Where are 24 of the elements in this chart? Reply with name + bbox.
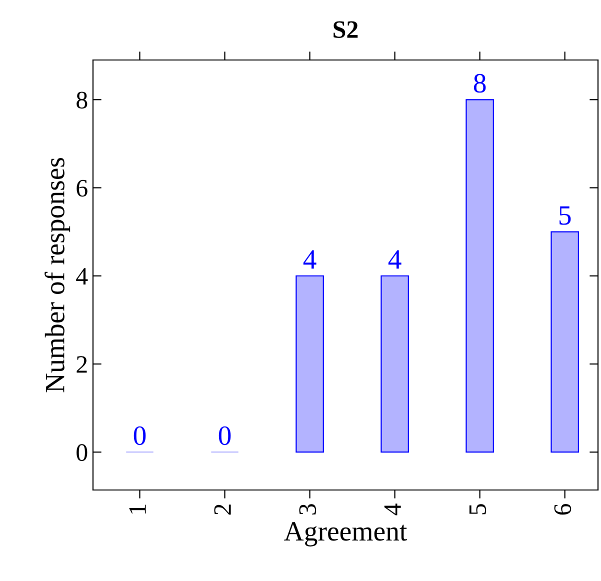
- y-axis-title: Number of responses: [44, 158, 70, 392]
- x-tick-label: 6: [554, 504, 572, 515]
- y-tick-label: 0: [76, 444, 88, 462]
- chart-title: S2: [334, 21, 358, 38]
- y-tick-label: 2: [76, 356, 87, 373]
- data-label: 4: [388, 250, 402, 269]
- y-tick-label: 4: [76, 268, 88, 285]
- x-tick-label: 3: [299, 504, 316, 514]
- y-tick-label: 6: [76, 180, 88, 197]
- x-tick-label: 2: [214, 504, 231, 515]
- y-tick-label: 8: [76, 92, 88, 109]
- x-tick-label: 1: [129, 504, 146, 514]
- x-tick-label: 5: [469, 504, 486, 514]
- x-tick-label: 4: [384, 504, 401, 516]
- data-label: 0: [218, 426, 231, 446]
- data-label: 4: [303, 250, 316, 269]
- bar: [550, 231, 579, 453]
- data-label: 0: [134, 426, 146, 446]
- data-label: 8: [474, 74, 486, 93]
- bar: [380, 275, 409, 453]
- x-axis-title: Agreement: [284, 522, 408, 546]
- bar: [296, 275, 324, 453]
- bar: [466, 99, 494, 453]
- data-label: 5: [560, 206, 571, 225]
